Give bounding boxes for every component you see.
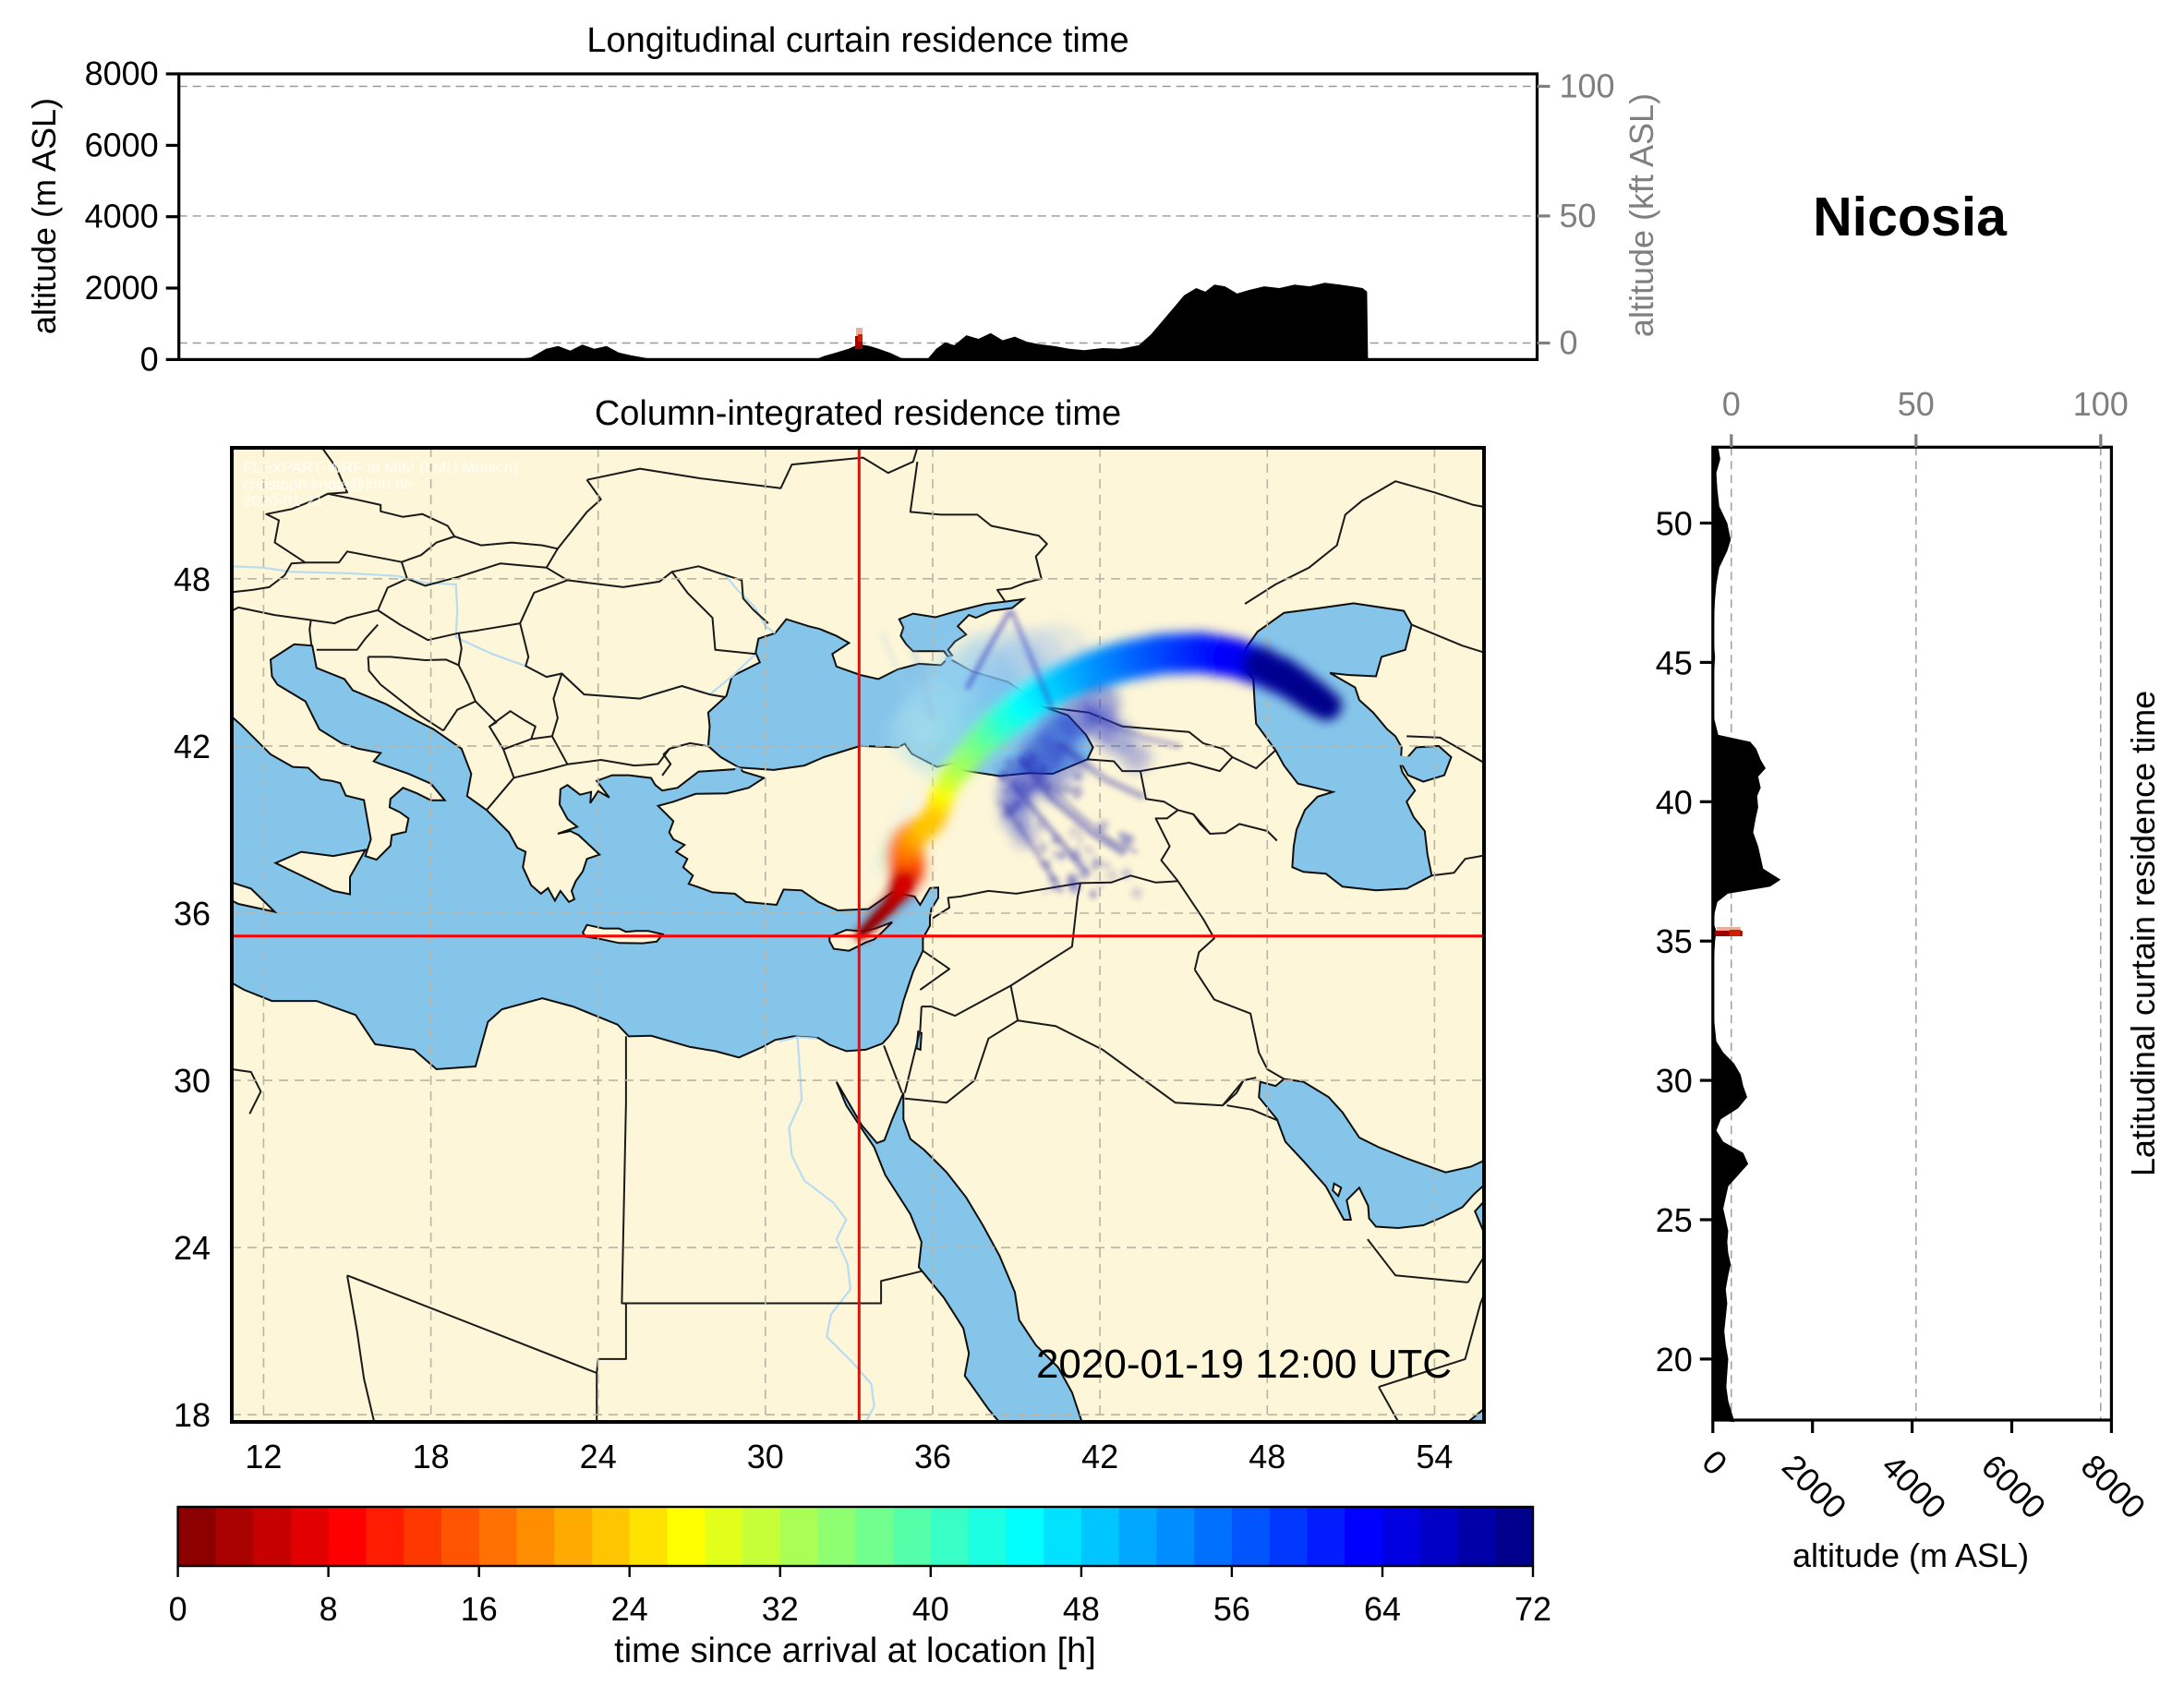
svg-text:2020-01-21: 2020-01-21 (243, 492, 323, 510)
svg-text:54: 54 (1416, 1438, 1453, 1475)
svg-text:24: 24 (611, 1590, 648, 1628)
svg-text:2020-01-19 12:00 UTC: 2020-01-19 12:00 UTC (1036, 1342, 1452, 1387)
svg-text:altitude (kft ASL): altitude (kft ASL) (1623, 93, 1660, 337)
svg-text:48: 48 (1063, 1590, 1100, 1628)
svg-text:20: 20 (1656, 1341, 1693, 1379)
svg-text:2000: 2000 (85, 269, 159, 307)
svg-text:56: 56 (1213, 1590, 1250, 1628)
svg-text:36: 36 (174, 895, 211, 933)
svg-text:32: 32 (762, 1590, 799, 1628)
svg-text:24: 24 (174, 1229, 211, 1267)
svg-text:FLEXPART-WRF at MIM (LMU Munic: FLEXPART-WRF at MIM (LMU Munich) (243, 459, 518, 476)
svg-text:30: 30 (1656, 1062, 1693, 1100)
svg-text:64: 64 (1364, 1590, 1401, 1628)
svg-text:72: 72 (1514, 1590, 1551, 1628)
svg-text:Column-integrated residence ti: Column-integrated residence time (595, 394, 1121, 433)
svg-text:48: 48 (174, 560, 211, 598)
svg-text:48: 48 (1249, 1438, 1285, 1475)
svg-text:Nicosia: Nicosia (1813, 187, 2008, 247)
svg-text:8000: 8000 (85, 54, 159, 92)
svg-text:christoph.knote@lmu.de: christoph.knote@lmu.de (243, 476, 413, 493)
svg-text:50: 50 (1898, 385, 1935, 423)
svg-text:30: 30 (174, 1062, 211, 1100)
svg-text:25: 25 (1656, 1201, 1693, 1239)
svg-text:100: 100 (1560, 67, 1615, 105)
svg-text:30: 30 (747, 1438, 784, 1475)
svg-text:4000: 4000 (85, 198, 159, 235)
svg-text:Longitudinal curtain residence: Longitudinal curtain residence time (586, 21, 1128, 60)
svg-text:35: 35 (1656, 922, 1693, 960)
svg-text:0: 0 (140, 340, 159, 378)
svg-text:0: 0 (169, 1590, 187, 1628)
svg-text:100: 100 (2073, 385, 2129, 423)
svg-text:40: 40 (912, 1590, 949, 1628)
svg-text:altitude (m ASL): altitude (m ASL) (1792, 1536, 2029, 1574)
svg-text:24: 24 (580, 1438, 617, 1475)
svg-text:8: 8 (320, 1590, 338, 1628)
svg-text:0: 0 (1722, 385, 1741, 423)
svg-text:altitude (m ASL): altitude (m ASL) (25, 98, 63, 334)
svg-text:Latitudinal curtain residence: Latitudinal curtain residence time (2124, 691, 2162, 1176)
svg-text:42: 42 (174, 728, 211, 765)
svg-text:40: 40 (1656, 783, 1693, 821)
svg-text:12: 12 (245, 1438, 282, 1475)
svg-text:50: 50 (1656, 505, 1693, 543)
svg-text:18: 18 (413, 1438, 450, 1475)
svg-text:36: 36 (914, 1438, 951, 1475)
svg-text:18: 18 (174, 1396, 211, 1434)
svg-text:time since arrival at location: time since arrival at location [h] (614, 1632, 1096, 1670)
svg-text:16: 16 (461, 1590, 498, 1628)
svg-text:42: 42 (1081, 1438, 1118, 1475)
svg-text:50: 50 (1560, 197, 1597, 235)
svg-text:0: 0 (1560, 324, 1578, 362)
svg-text:6000: 6000 (85, 126, 159, 163)
svg-text:45: 45 (1656, 644, 1693, 681)
